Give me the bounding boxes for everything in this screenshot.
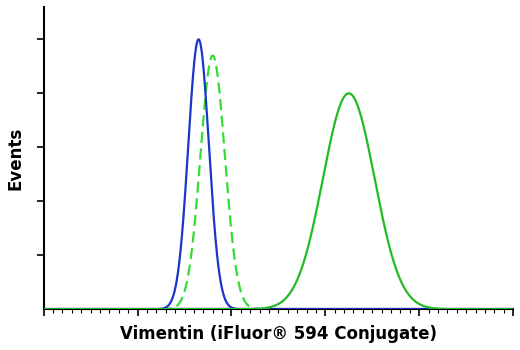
X-axis label: Vimentin (iFluor® 594 Conjugate): Vimentin (iFluor® 594 Conjugate) [120,325,437,343]
Y-axis label: Events: Events [7,126,25,190]
